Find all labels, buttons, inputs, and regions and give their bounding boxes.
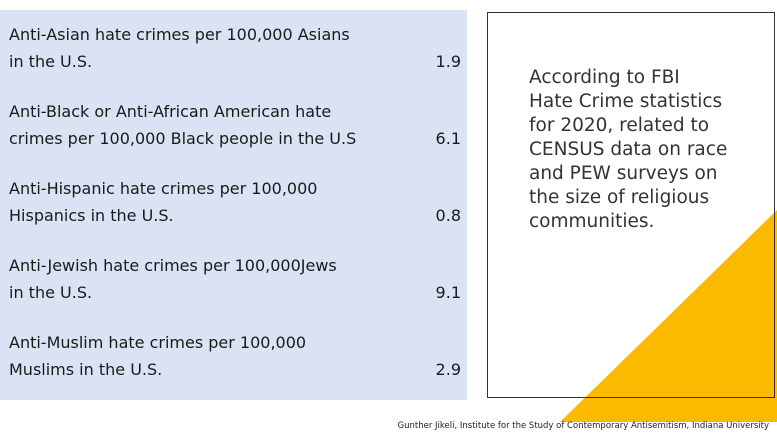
row-label: Anti-Asian hate crimes per 100,000 Asian…: [9, 25, 350, 44]
yellow-triangle: [560, 210, 777, 422]
row-value: 6.1: [435, 129, 461, 148]
table-row: Anti-Jewish hate crimes per 100,000Jews i…: [9, 252, 461, 306]
note-line: for 2020, related to: [529, 115, 710, 136]
row-label: in the U.S.: [9, 283, 93, 302]
row-label: Muslims in the U.S.: [9, 360, 163, 379]
note-line: According to FBI: [529, 67, 680, 88]
note-text: According to FBI Hate Crime statistics for…: [529, 66, 727, 234]
table-row: Anti-Black or Anti-African American hate…: [9, 98, 461, 152]
footer: Gunther Jikeli, Institute for the Study …: [397, 421, 769, 431]
note-line: Hate Crime statistics: [529, 91, 723, 112]
row-value: 0.8: [435, 206, 461, 225]
row-label: Anti-Black or Anti-African American hate: [9, 102, 332, 121]
table-row: Anti-Asian hate crimes per 100,000 Asian…: [9, 21, 461, 75]
table-row: Anti-Muslim hate crimes per 100,000 Musli…: [9, 329, 461, 383]
note-line: the size of religious: [529, 187, 710, 208]
note-line: and PEW surveys on: [529, 163, 718, 184]
note-line: CENSUS data on race: [529, 139, 728, 160]
row-label: Anti-Muslim hate crimes per 100,000: [9, 333, 307, 352]
row-value: 2.9: [435, 360, 461, 379]
table-panel: [0, 10, 467, 400]
note-box: [487, 12, 775, 398]
row-label: Hispanics in the U.S.: [9, 206, 174, 225]
row-value: 9.1: [435, 283, 461, 302]
row-label: in the U.S.: [9, 52, 93, 71]
note-line: communities.: [529, 211, 655, 232]
row-value: 1.9: [435, 52, 461, 71]
row-label: crimes per 100,000 Black people in the U…: [9, 129, 357, 148]
row-label: Anti-Hispanic hate crimes per 100,000: [9, 179, 318, 198]
table-row: Anti-Hispanic hate crimes per 100,000 His…: [9, 175, 461, 229]
row-label: Anti-Jewish hate crimes per 100,000Jews: [9, 256, 337, 275]
